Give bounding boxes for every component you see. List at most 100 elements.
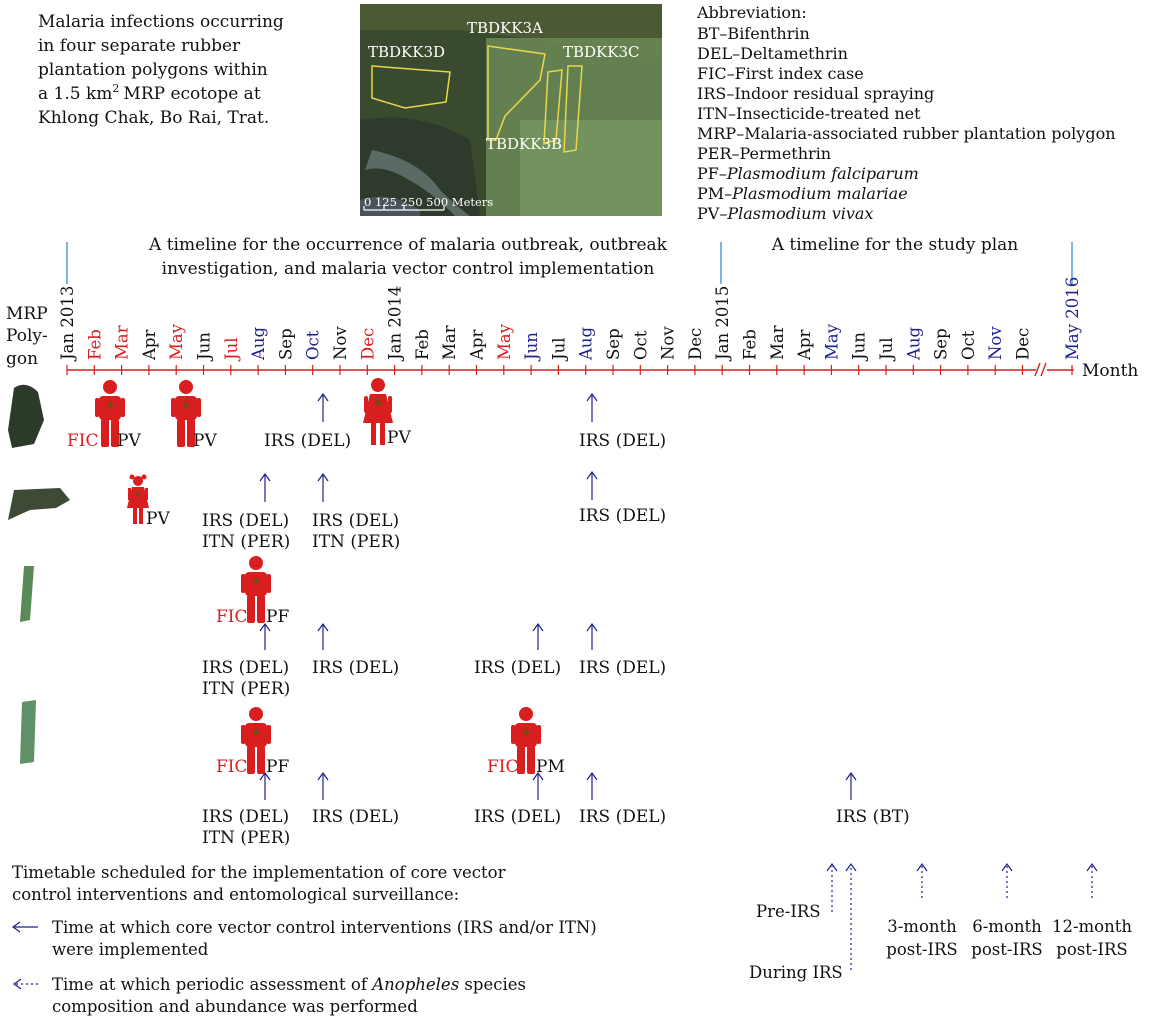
month-label: Oct — [304, 330, 323, 360]
arrow-r4-may15 — [845, 771, 857, 800]
abbr-bt: BT–Bifenthrin — [697, 24, 810, 43]
axis-ticks — [66, 365, 1073, 375]
month-label: Aug — [577, 326, 596, 361]
month-label: May — [167, 323, 186, 360]
axis-month-labels: Jan 2013 Feb Mar Apr May Jun Jul Aug Sep Oct Nov De… — [58, 277, 1082, 362]
arrow-r4-jun — [532, 771, 544, 800]
row-3-itn: ITN (PER) — [202, 679, 290, 699]
row-2-pv: PV — [146, 509, 170, 529]
row-4-fic-2: FIC — [487, 757, 519, 777]
row-4-irs: IRS (DEL) — [202, 807, 289, 827]
month-label: Dec — [1014, 328, 1033, 360]
abbr-itn: ITN–Insecticide-treated net — [697, 104, 921, 123]
row-label-line-1: MRP — [6, 304, 48, 324]
abbr-mrp: MRP–Malaria-associated rubber plantation… — [697, 124, 1116, 143]
month-label: Feb — [85, 329, 104, 360]
row-2-irs-oct: IRS (DEL) — [312, 511, 399, 531]
dotted-arrow-12m — [1086, 862, 1098, 898]
row-3-irs-aug: IRS (DEL) — [579, 658, 666, 678]
intro-line-2: in four separate rubber — [38, 36, 241, 56]
label-6-month: 6-month — [972, 917, 1042, 936]
month-label: Feb — [741, 329, 760, 360]
abbr-per: PER–Permethrin — [697, 144, 831, 163]
right-timeline-title: A timeline for the study plan — [771, 235, 1019, 255]
intro-line-4: a 1.5 km2 MRP ecotope at — [38, 82, 261, 104]
month-label: Jan 2014 — [386, 286, 405, 362]
row-3-irs: IRS (DEL) — [202, 658, 289, 678]
row-3-irs-oct: IRS (DEL) — [312, 658, 399, 678]
abbr-pm: PM–Plasmodium malariae — [697, 184, 908, 203]
month-label: Jul — [877, 337, 896, 362]
period-markers — [66, 242, 1073, 284]
row-4-irs-aug: IRS (DEL) — [579, 807, 666, 827]
polygon-thumb-3d — [8, 488, 70, 520]
row-1-irs-oct: IRS (DEL) — [264, 431, 351, 451]
row-3-events: FIC PF IRS (DEL) ITN (PER) IRS (DEL) IRS… — [202, 556, 666, 699]
row-1-events: FIC PV PV PV IRS (DEL) IRS (DEL) — [67, 378, 666, 451]
abbr-pv: PV–Plasmodium vivax — [697, 204, 873, 223]
legend-title-line-1: Timetable scheduled for the implementati… — [12, 863, 506, 882]
month-label: Mar — [768, 325, 787, 360]
month-label: Nov — [986, 326, 1005, 360]
abbr-fic: FIC–First index case — [697, 64, 864, 83]
label-pre-irs: Pre-IRS — [756, 902, 821, 921]
arrow-r3-aug14 — [586, 622, 598, 650]
polygon-thumb-3c — [20, 566, 34, 622]
arrow-r4-aug — [259, 771, 271, 800]
label-during-irs: During IRS — [749, 963, 843, 982]
arrow-r3-aug — [259, 622, 271, 650]
month-label: May — [822, 323, 841, 360]
month-label: Nov — [331, 326, 350, 360]
month-label: Jan 2015 — [713, 286, 732, 362]
label-12-month-post: post-IRS — [1056, 940, 1127, 959]
abbreviation-title: Abbreviation: — [696, 3, 807, 22]
row-1-fic: FIC — [67, 431, 99, 451]
row-2-events: PV IRS (DEL) ITN (PER) IRS (DEL) ITN (PE… — [127, 474, 666, 552]
row-1-pv-1: PV — [117, 431, 141, 451]
intro-text: Malaria infections occurring in four sep… — [38, 12, 284, 128]
abbreviation-list: Abbreviation: BT–Bifenthrin DEL–Deltamet… — [696, 3, 1116, 223]
month-axis: Jan 2013 Feb Mar Apr May Jun Jul Aug Sep Oct Nov De… — [58, 277, 1138, 381]
month-label: Aug — [904, 326, 923, 361]
intervention-arrows — [259, 392, 857, 800]
legend-title-line-2: control interventions and entomological … — [12, 885, 459, 904]
surveillance-arrows — [826, 862, 1098, 970]
arrow-r2-aug — [259, 472, 271, 502]
left-timeline-title-line-1: A timeline for the occurrence of malaria… — [148, 235, 668, 255]
month-label: May — [495, 323, 514, 360]
month-label: Jun — [522, 332, 541, 362]
row-2-irs-aug: IRS (DEL) — [202, 511, 289, 531]
dotted-arrow-3m — [916, 862, 928, 898]
month-label: Jun — [195, 332, 214, 362]
map-label-3d: TBDKK3D — [368, 43, 445, 61]
row-4-irs-jun: IRS (DEL) — [474, 807, 561, 827]
abbr-irs: IRS–Indoor residual spraying — [697, 84, 934, 103]
month-label: May 2016 — [1063, 277, 1082, 360]
row-4-irs-bt: IRS (BT) — [836, 807, 910, 827]
dotted-arrow-during — [845, 862, 857, 970]
legend-arrow-text-1: Time at which core vector control interv… — [52, 918, 597, 937]
intro-line-1: Malaria infections occurring — [38, 12, 284, 32]
month-label: Jul — [222, 337, 241, 362]
label-3-month-post: post-IRS — [886, 940, 957, 959]
dotted-arrow-6m — [1001, 862, 1013, 898]
row-3-irs-jun: IRS (DEL) — [474, 658, 561, 678]
month-label: Dec — [686, 328, 705, 360]
row-label-line-3: gon — [6, 349, 38, 369]
row-label-line-2: Poly- — [6, 326, 48, 346]
legend-dotted-arrow-icon — [12, 978, 38, 990]
timeline-titles: A timeline for the occurrence of malaria… — [148, 235, 1018, 279]
arrow-r3-jun — [532, 622, 544, 650]
legend-dotted-text-1: Time at which periodic assessment of Ano… — [52, 975, 526, 994]
label-12-month: 12-month — [1052, 917, 1132, 936]
row-4-pm: PM — [536, 757, 565, 777]
month-label: Aug — [249, 326, 268, 361]
row-label: MRP Poly- gon — [6, 304, 48, 369]
month-label: Nov — [659, 326, 678, 360]
row-2-irs-aug14: IRS (DEL) — [579, 506, 666, 526]
month-label: Mar — [440, 325, 459, 360]
month-label: Apr — [795, 330, 814, 361]
polygon-thumbnails — [8, 384, 70, 764]
arrow-r4-aug14 — [586, 771, 598, 800]
